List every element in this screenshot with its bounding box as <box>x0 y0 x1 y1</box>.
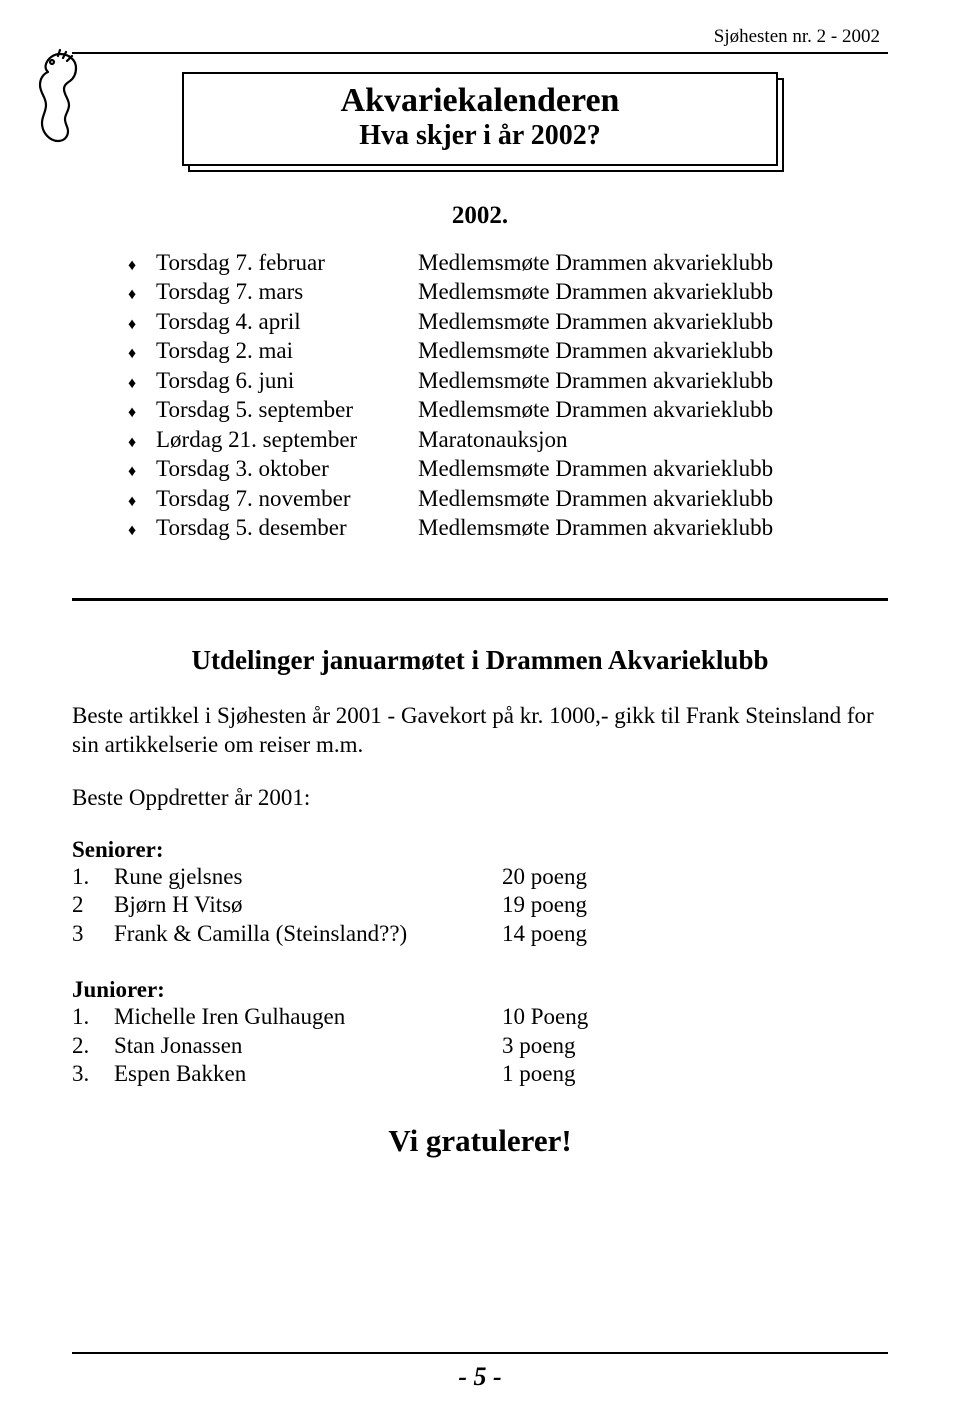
result-index: 1. <box>72 863 114 892</box>
bullet-icon: ♦ <box>128 256 156 276</box>
bullet-icon: ♦ <box>128 344 156 364</box>
result-index: 2. <box>72 1032 114 1061</box>
congrats-text: Vi gratulerer! <box>72 1123 888 1159</box>
bullet-icon: ♦ <box>128 462 156 482</box>
result-name: Frank & Camilla (Steinsland??) <box>114 920 502 949</box>
event-row: ♦Torsdag 2. maiMedlemsmøte Drammen akvar… <box>128 336 888 365</box>
result-points: 3 poeng <box>502 1032 575 1061</box>
seniors-heading: Seniorer: <box>72 837 888 863</box>
section-divider <box>72 598 888 601</box>
event-desc: Medlemsmøte Drammen akvarieklubb <box>418 454 773 483</box>
result-row: 3Frank & Camilla (Steinsland??)14 poeng <box>72 920 888 949</box>
footer-rule <box>72 1352 888 1354</box>
best-article-text: Beste artikkel i Sjøhesten år 2001 - Gav… <box>72 702 888 760</box>
event-date: Torsdag 2. mai <box>156 336 418 365</box>
result-name: Espen Bakken <box>114 1060 502 1089</box>
page-footer: - 5 - <box>0 1352 960 1392</box>
event-row: ♦Torsdag 4. aprilMedlemsmøte Drammen akv… <box>128 307 888 336</box>
result-points: 10 Poeng <box>502 1003 588 1032</box>
event-date: Lørdag 21. september <box>156 425 418 454</box>
event-date: Torsdag 3. oktober <box>156 454 418 483</box>
awards-title: Utdelinger januarmøtet i Drammen Akvarie… <box>72 645 888 676</box>
year-label: 2002. <box>72 202 888 230</box>
event-row: ♦Lørdag 21. septemberMaratonauksjon <box>128 425 888 454</box>
event-desc: Medlemsmøte Drammen akvarieklubb <box>418 248 773 277</box>
result-index: 1. <box>72 1003 114 1032</box>
bullet-icon: ♦ <box>128 492 156 512</box>
title-main: Akvariekalenderen <box>204 82 756 120</box>
event-date: Torsdag 5. desember <box>156 513 418 542</box>
top-rule <box>72 52 888 54</box>
seahorse-logo-icon <box>30 48 86 148</box>
result-points: 1 poeng <box>502 1060 575 1089</box>
event-desc: Medlemsmøte Drammen akvarieklubb <box>418 336 773 365</box>
event-row: ♦Torsdag 5. desemberMedlemsmøte Drammen … <box>128 513 888 542</box>
juniors-list: 1.Michelle Iren Gulhaugen10 Poeng2.Stan … <box>72 1003 888 1089</box>
best-breeder-label: Beste Oppdretter år 2001: <box>72 784 888 813</box>
result-name: Michelle Iren Gulhaugen <box>114 1003 502 1032</box>
result-row: 1.Michelle Iren Gulhaugen10 Poeng <box>72 1003 888 1032</box>
event-date: Torsdag 7. februar <box>156 248 418 277</box>
event-desc: Medlemsmøte Drammen akvarieklubb <box>418 366 773 395</box>
bullet-icon: ♦ <box>128 285 156 305</box>
event-list: ♦Torsdag 7. februarMedlemsmøte Drammen a… <box>128 248 888 542</box>
event-desc: Maratonauksjon <box>418 425 567 454</box>
bullet-icon: ♦ <box>128 403 156 423</box>
event-row: ♦Torsdag 7. novemberMedlemsmøte Drammen … <box>128 484 888 513</box>
page-number: - 5 - <box>0 1362 960 1392</box>
event-date: Torsdag 7. mars <box>156 277 418 306</box>
result-name: Rune gjelsnes <box>114 863 502 892</box>
event-row: ♦Torsdag 3. oktoberMedlemsmøte Drammen a… <box>128 454 888 483</box>
event-desc: Medlemsmøte Drammen akvarieklubb <box>418 277 773 306</box>
event-date: Torsdag 4. april <box>156 307 418 336</box>
result-row: 2.Stan Jonassen 3 poeng <box>72 1032 888 1061</box>
result-row: 3.Espen Bakken 1 poeng <box>72 1060 888 1089</box>
event-date: Torsdag 7. november <box>156 484 418 513</box>
event-desc: Medlemsmøte Drammen akvarieklubb <box>418 395 773 424</box>
event-date: Torsdag 5. september <box>156 395 418 424</box>
result-points: 19 poeng <box>502 891 587 920</box>
result-index: 3 <box>72 920 114 949</box>
event-date: Torsdag 6. juni <box>156 366 418 395</box>
result-points: 20 poeng <box>502 863 587 892</box>
title-sub: Hva skjer i år 2002? <box>204 120 756 152</box>
result-row: 2Bjørn H Vitsø19 poeng <box>72 891 888 920</box>
event-row: ♦Torsdag 7. februarMedlemsmøte Drammen a… <box>128 248 888 277</box>
result-row: 1.Rune gjelsnes20 poeng <box>72 863 888 892</box>
title-box: Akvariekalenderen Hva skjer i år 2002? <box>182 72 778 166</box>
result-index: 3. <box>72 1060 114 1089</box>
header-issue: Sjøhesten nr. 2 - 2002 <box>72 26 888 48</box>
bullet-icon: ♦ <box>128 521 156 541</box>
result-points: 14 poeng <box>502 920 587 949</box>
juniors-heading: Juniorer: <box>72 977 888 1003</box>
event-desc: Medlemsmøte Drammen akvarieklubb <box>418 307 773 336</box>
result-name: Stan Jonassen <box>114 1032 502 1061</box>
result-name: Bjørn H Vitsø <box>114 891 502 920</box>
bullet-icon: ♦ <box>128 433 156 453</box>
event-row: ♦Torsdag 5. septemberMedlemsmøte Drammen… <box>128 395 888 424</box>
result-index: 2 <box>72 891 114 920</box>
event-desc: Medlemsmøte Drammen akvarieklubb <box>418 484 773 513</box>
event-row: ♦Torsdag 6. juniMedlemsmøte Drammen akva… <box>128 366 888 395</box>
seniors-list: 1.Rune gjelsnes20 poeng2Bjørn H Vitsø19 … <box>72 863 888 949</box>
event-row: ♦Torsdag 7. marsMedlemsmøte Drammen akva… <box>128 277 888 306</box>
bullet-icon: ♦ <box>128 315 156 335</box>
bullet-icon: ♦ <box>128 374 156 394</box>
event-desc: Medlemsmøte Drammen akvarieklubb <box>418 513 773 542</box>
